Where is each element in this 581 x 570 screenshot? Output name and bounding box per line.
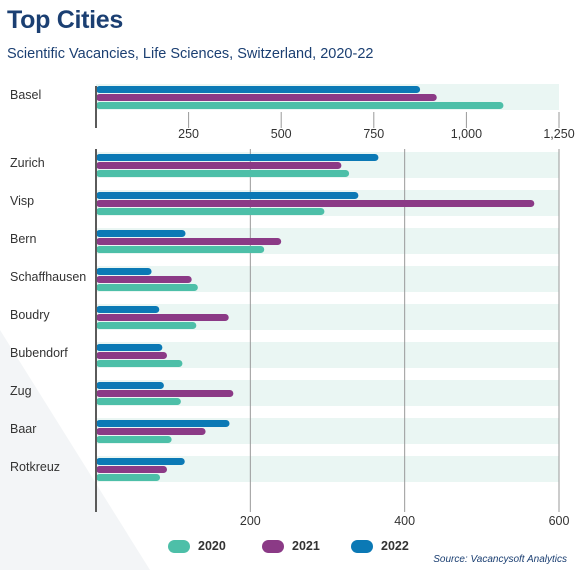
category-label-baar: Baar [10, 422, 36, 436]
bar-zurich-2021 [96, 162, 342, 169]
legend-label-2020: 2020 [198, 539, 226, 553]
bar-schaffhausen-2021 [96, 276, 192, 283]
category-label-schaffhausen: Schaffhausen [10, 270, 86, 284]
x-tick-label-cities-0: 200 [240, 514, 261, 528]
category-label-basel: Basel [10, 88, 41, 102]
bar-boudry-2021 [96, 314, 229, 321]
x-tick-label-basel-2: 750 [363, 127, 384, 141]
x-tick-label-cities-2: 600 [549, 514, 570, 528]
x-tick-label-basel-1: 500 [271, 127, 292, 141]
bar-visp-2022 [96, 192, 359, 199]
bar-schaffhausen-2020 [96, 284, 198, 291]
bar-baar-2020 [96, 436, 172, 443]
bar-rotkreuz-2020 [96, 474, 161, 481]
bar-schaffhausen-2022 [96, 268, 152, 275]
bar-bern-2020 [96, 246, 265, 253]
bar-zug-2021 [96, 390, 234, 397]
bar-zurich-2022 [96, 154, 379, 161]
bar-boudry-2020 [96, 322, 197, 329]
bar-baar-2022 [96, 420, 230, 427]
bar-basel-2021 [96, 94, 437, 101]
bar-baar-2021 [96, 428, 206, 435]
category-label-bern: Bern [10, 232, 36, 246]
category-label-zug: Zug [10, 384, 32, 398]
x-tick-label-basel-0: 250 [178, 127, 199, 141]
category-label-bubendorf: Bubendorf [10, 346, 68, 360]
legend-item-2022: 2022 [351, 536, 409, 556]
page-title: Top Cities [7, 6, 123, 34]
bar-bern-2021 [96, 238, 282, 245]
legend-label-2022: 2022 [381, 539, 409, 553]
source-note: Source: Vacancysoft Analytics [433, 554, 567, 565]
legend: 2020 2021 2022 [0, 536, 581, 556]
x-tick-label-basel-3: 1,000 [451, 127, 482, 141]
x-tick-label-cities-1: 400 [394, 514, 415, 528]
bar-visp-2021 [96, 200, 535, 207]
legend-swatch-2020 [168, 539, 190, 553]
bar-zug-2022 [96, 382, 164, 389]
category-label-zurich: Zurich [10, 156, 45, 170]
bar-bubendorf-2022 [96, 344, 163, 351]
legend-swatch-2022 [351, 539, 373, 553]
bar-basel-2022 [96, 86, 421, 93]
bar-boudry-2022 [96, 306, 160, 313]
category-label-rotkreuz: Rotkreuz [10, 460, 60, 474]
bar-rotkreuz-2022 [96, 458, 185, 465]
bar-bubendorf-2020 [96, 360, 183, 367]
category-label-boudry: Boudry [10, 308, 50, 322]
bar-visp-2020 [96, 208, 325, 215]
category-label-visp: Visp [10, 194, 34, 208]
legend-item-2020: 2020 [168, 536, 226, 556]
legend-label-2021: 2021 [292, 539, 320, 553]
chart-subtitle: Scientific Vacancies, Life Sciences, Swi… [7, 46, 374, 62]
bar-basel-2020 [96, 102, 504, 109]
bar-chart: Basel 250 500 750 1,000 1,250 Zurich Visp Bern Sc… [10, 84, 575, 528]
legend-item-2021: 2021 [262, 536, 320, 556]
x-tick-label-basel-4: 1,250 [543, 127, 574, 141]
bar-bubendorf-2021 [96, 352, 167, 359]
bar-bern-2022 [96, 230, 186, 237]
bar-zurich-2020 [96, 170, 350, 177]
bar-zug-2020 [96, 398, 181, 405]
legend-swatch-2021 [262, 539, 284, 553]
bar-rotkreuz-2021 [96, 466, 167, 473]
